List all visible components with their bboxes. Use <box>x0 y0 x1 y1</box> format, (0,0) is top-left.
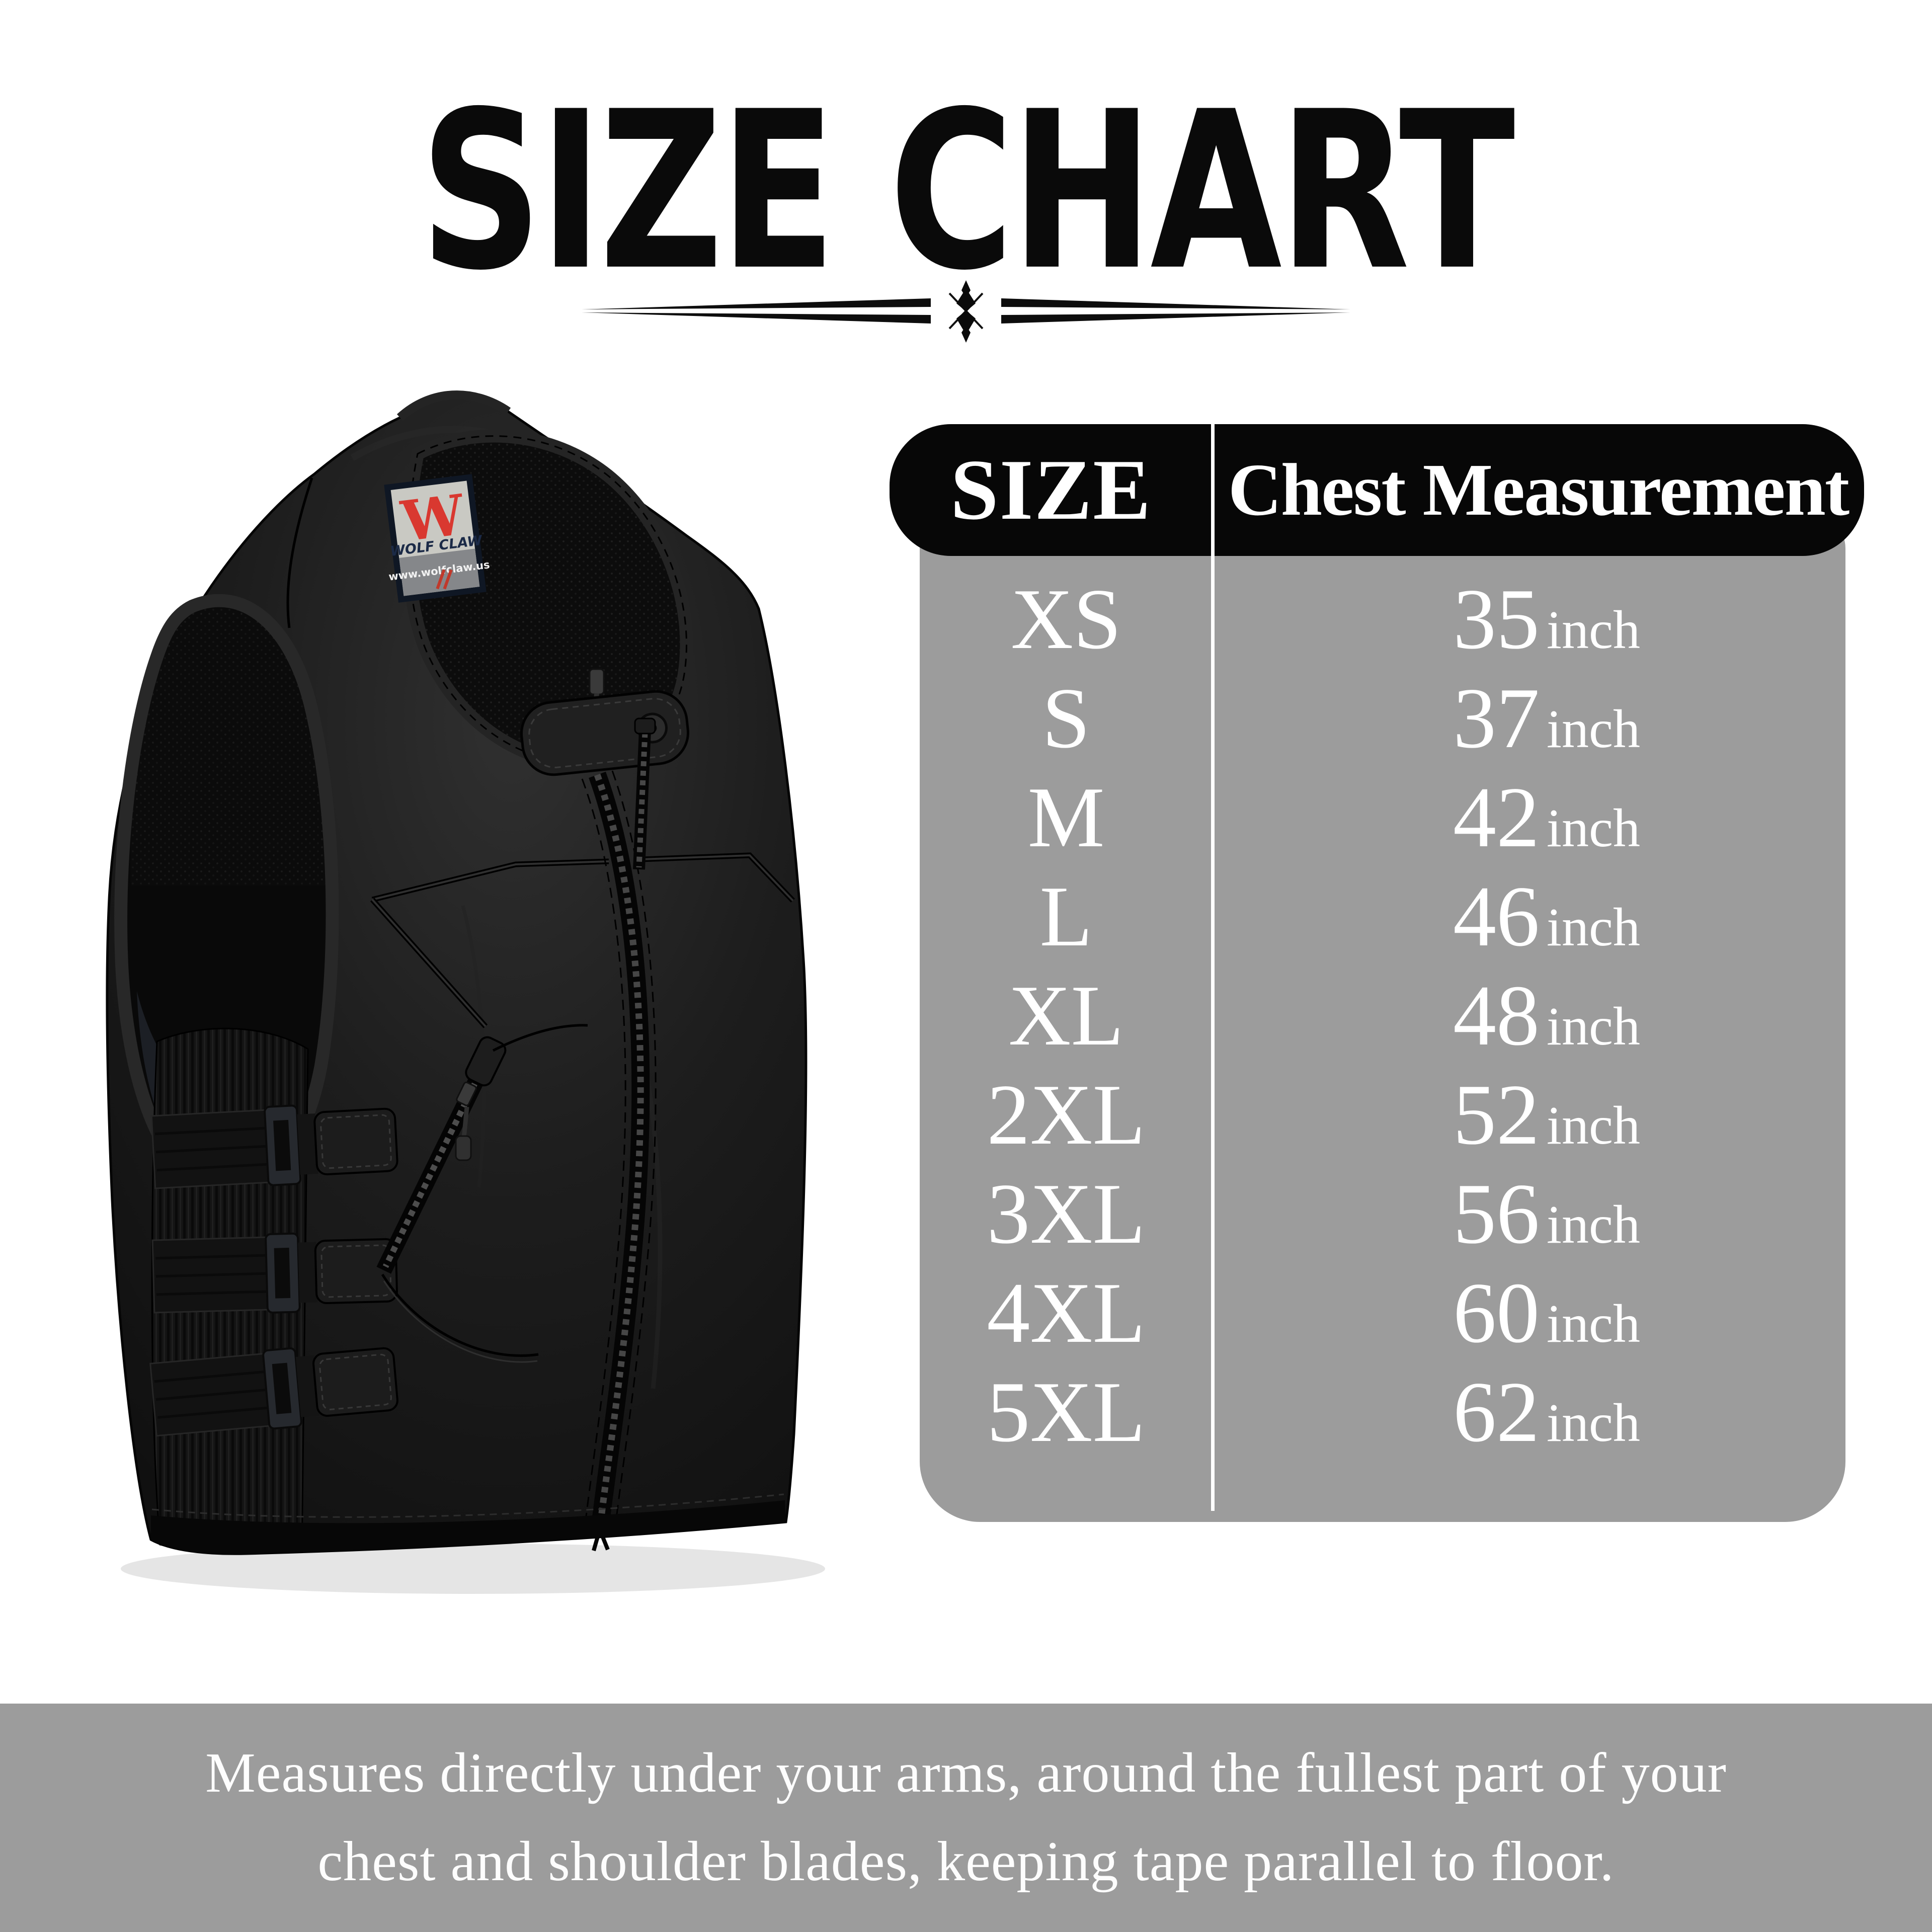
size-cell: XS <box>1011 571 1121 667</box>
table-row: S 37 inch <box>920 669 1845 768</box>
chest-unit: inch <box>1547 1393 1640 1453</box>
divider-graphic <box>582 280 1350 343</box>
chest-unit: inch <box>1547 897 1640 957</box>
table-row: 3XL 56 inch <box>920 1164 1845 1263</box>
bottom-hem <box>151 1493 786 1554</box>
chest-cell: 37 inch <box>1213 675 1845 762</box>
chest-unit: inch <box>1547 1095 1640 1156</box>
chest-cell: 60 inch <box>1213 1270 1845 1356</box>
collar-binding <box>396 390 511 421</box>
chest-cell: 48 inch <box>1213 973 1845 1059</box>
brand-label: W WOLF CLAW www.wolfclaw.us <box>384 474 491 603</box>
divider-star-ornament <box>948 280 984 343</box>
size-cell: 3XL <box>987 1166 1146 1262</box>
size-table-rows: XS 35 inch S 37 inch M 42 inch L 46 inch XL … <box>920 570 1845 1462</box>
size-cell: 2XL <box>987 1067 1146 1163</box>
chest-value: 42 <box>1453 769 1540 865</box>
chest-seams <box>286 477 795 1028</box>
size-cell: M <box>1027 769 1105 865</box>
chest-value: 56 <box>1453 1166 1540 1262</box>
ornamental-divider <box>579 279 1353 350</box>
chest-value: 46 <box>1453 868 1540 964</box>
size-cell: L <box>1039 868 1093 964</box>
chest-unit: inch <box>1547 798 1640 858</box>
chest-value: 60 <box>1453 1265 1540 1361</box>
table-row: 2XL 52 inch <box>920 1065 1845 1164</box>
product-image-vest: W WOLF CLAW www.wolfclaw.us <box>30 322 936 1630</box>
chest-cell: 56 inch <box>1213 1171 1845 1257</box>
vest-graphic: W WOLF CLAW www.wolfclaw.us <box>106 390 825 1594</box>
table-row: 5XL 62 inch <box>920 1362 1845 1462</box>
chest-value: 52 <box>1453 1067 1540 1163</box>
vest-shadow <box>121 1544 825 1594</box>
measuring-instructions-banner: Measures directly under your arms, aroun… <box>0 1704 1932 1932</box>
column-header-size: SIZE <box>950 442 1152 538</box>
chest-cell: 62 inch <box>1213 1369 1845 1456</box>
chest-unit: inch <box>1547 1194 1640 1255</box>
table-row: XS 35 inch <box>920 570 1845 669</box>
chest-cell: 46 inch <box>1213 873 1845 960</box>
pocket-zipper <box>376 1024 588 1363</box>
table-column-divider <box>1211 424 1215 1511</box>
instructions-line-2: chest and shoulder blades, keeping tape … <box>317 1830 1615 1893</box>
size-cell: S <box>1042 670 1090 766</box>
instructions-line-1: Measures directly under your arms, aroun… <box>205 1742 1727 1804</box>
table-row: XL 48 inch <box>920 966 1845 1065</box>
side-straps <box>149 1104 398 1437</box>
chest-cell: 42 inch <box>1213 774 1845 861</box>
size-cell: XL <box>1008 968 1124 1064</box>
chest-unit: inch <box>1547 699 1640 759</box>
chest-value: 35 <box>1453 571 1540 667</box>
chest-value: 37 <box>1453 670 1540 766</box>
table-row: M 42 inch <box>920 768 1845 867</box>
brand-initial: W <box>397 482 468 554</box>
table-row: 4XL 60 inch <box>920 1263 1845 1362</box>
size-table-header: SIZE Chest Measurement <box>890 424 1864 556</box>
right-edge-zipper <box>633 717 656 870</box>
chest-cell: 52 inch <box>1213 1072 1845 1158</box>
chest-cell: 35 inch <box>1213 576 1845 663</box>
chest-value: 62 <box>1453 1364 1540 1460</box>
page-title: SIZE CHART <box>420 64 1515 318</box>
chest-unit: inch <box>1547 600 1640 660</box>
column-header-chest: Chest Measurement <box>1228 449 1849 531</box>
chest-value: 48 <box>1453 968 1540 1064</box>
size-cell: 4XL <box>987 1265 1146 1361</box>
vest-neck-opening <box>401 429 693 771</box>
chest-unit: inch <box>1547 996 1640 1057</box>
size-table-body <box>920 513 1845 1522</box>
table-row: L 46 inch <box>920 867 1845 966</box>
chest-unit: inch <box>1547 1294 1640 1354</box>
size-cell: 5XL <box>987 1364 1146 1460</box>
